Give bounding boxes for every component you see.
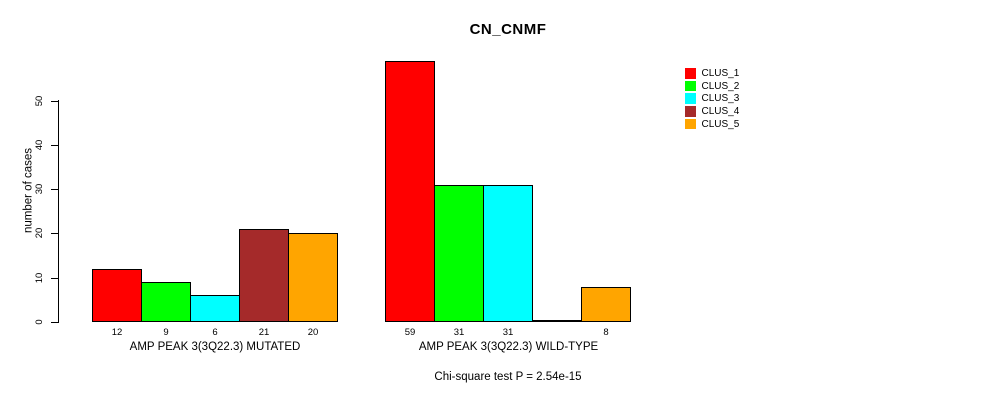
legend-row-clus_3: CLUS_3	[685, 92, 739, 105]
bar-value-clus_2-mutated: 9	[163, 327, 169, 338]
bar-value-clus_3-wild-type: 31	[502, 327, 514, 338]
legend: CLUS_1 CLUS_2 CLUS_3 CLUS_4 CLUS_5	[685, 67, 739, 130]
legend-row-clus_1: CLUS_1	[685, 67, 739, 80]
legend-row-clus_4: CLUS_4	[685, 105, 739, 118]
legend-label-clus_5: CLUS_5	[701, 118, 740, 130]
y-tick-50	[51, 100, 58, 102]
y-tick-40	[51, 144, 58, 146]
y-tick-label-0: 0	[34, 319, 45, 325]
bar-clus_1-wild-type	[385, 61, 435, 322]
legend-swatch-clus_2	[685, 80, 696, 92]
chi-square-footnote: Chi-square test P = 2.54e-15	[434, 371, 582, 383]
bar-clus_2-mutated	[141, 282, 191, 322]
bar-clus_3-mutated	[190, 295, 240, 322]
y-tick-10	[51, 277, 58, 279]
group-label-wild-type: AMP PEAK 3(3Q22.3) WILD-TYPE	[418, 341, 599, 353]
bar-clus_1-mutated	[92, 269, 142, 322]
y-tick-20	[51, 233, 58, 235]
legend-row-clus_2: CLUS_2	[685, 80, 739, 93]
legend-label-clus_4: CLUS_4	[701, 105, 740, 117]
legend-label-clus_3: CLUS_3	[701, 93, 740, 105]
bar-clus_4-wild-type	[532, 320, 582, 322]
bar-value-clus_1-mutated: 12	[111, 327, 123, 338]
y-axis-line	[58, 100, 59, 323]
y-tick-label-10: 10	[34, 272, 45, 283]
legend-swatch-clus_4	[685, 106, 696, 117]
bar-value-clus_5-wild-type: 8	[603, 327, 609, 338]
legend-label-clus_2: CLUS_2	[701, 80, 740, 92]
bar-value-clus_3-mutated: 6	[212, 327, 218, 338]
bar-clus_5-wild-type	[581, 287, 631, 322]
bar-clus_4-mutated	[239, 229, 289, 322]
chart-title: CN_CNMF	[469, 21, 547, 38]
y-tick-label-20: 20	[34, 228, 45, 239]
legend-swatch-clus_1	[685, 68, 696, 79]
legend-row-clus_5: CLUS_5	[685, 118, 739, 131]
bar-value-clus_2-wild-type: 31	[453, 327, 465, 338]
bar-value-clus_4-mutated: 21	[258, 327, 270, 338]
bar-value-clus_5-mutated: 20	[307, 327, 319, 338]
bar-clus_2-wild-type	[434, 185, 484, 322]
group-label-mutated: AMP PEAK 3(3Q22.3) MUTATED	[129, 341, 301, 353]
bar-clus_3-wild-type	[483, 185, 533, 322]
y-tick-label-30: 30	[34, 183, 45, 195]
y-tick-label-40: 40	[34, 139, 45, 151]
y-tick-label-50: 50	[34, 95, 45, 106]
legend-label-clus_1: CLUS_1	[701, 67, 740, 79]
y-tick-30	[51, 189, 58, 191]
legend-swatch-clus_3	[685, 93, 696, 104]
legend-swatch-clus_5	[685, 118, 696, 130]
y-tick-0	[51, 322, 58, 323]
bar-clus_5-mutated	[288, 233, 338, 322]
bar-value-clus_1-wild-type: 59	[404, 327, 416, 338]
